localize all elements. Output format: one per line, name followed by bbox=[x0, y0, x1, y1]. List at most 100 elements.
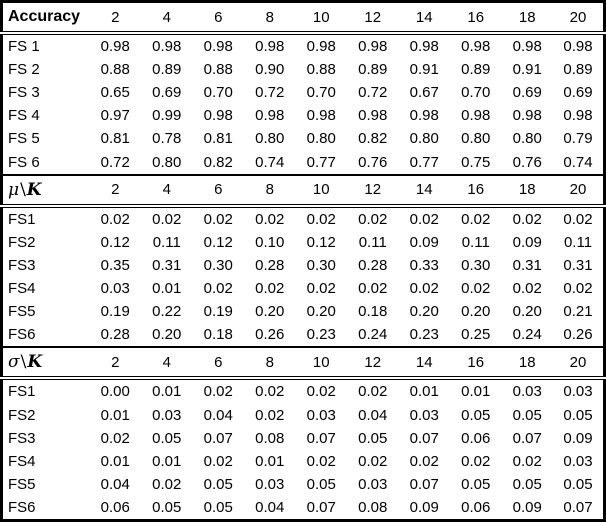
table-row: FS 5 0.81 0.78 0.81 0.80 0.80 0.82 0.80 0.80 0.80… bbox=[2, 127, 605, 150]
value-cell: 0.24 bbox=[512, 326, 542, 344]
row-label: FS4 bbox=[8, 452, 36, 470]
value-cell: 0.12 bbox=[203, 233, 233, 251]
column-header: 2 bbox=[89, 1, 141, 36]
value-cell: 0.22 bbox=[152, 303, 182, 321]
row-label: FS2 bbox=[8, 406, 36, 424]
value-cell: 0.30 bbox=[306, 256, 336, 274]
value-cell: 0.01 bbox=[409, 383, 439, 401]
value-cell: 0.98 bbox=[306, 107, 336, 125]
column-header: 20 bbox=[553, 1, 605, 36]
value-cell: 0.02 bbox=[512, 210, 542, 228]
value-cell: 0.01 bbox=[152, 383, 182, 401]
row-label: FS2 bbox=[8, 233, 36, 251]
value-cell: 0.01 bbox=[152, 280, 182, 298]
row-label: FS6 bbox=[8, 326, 36, 344]
column-header: 4 bbox=[141, 346, 193, 381]
table-row: FS3 0.02 0.05 0.07 0.08 0.07 0.05 0.07 0.06 0.07 0… bbox=[2, 427, 605, 450]
column-header: 6 bbox=[192, 346, 244, 381]
value-cell: 0.89 bbox=[358, 61, 388, 79]
value-cell: 0.11 bbox=[358, 233, 387, 251]
table-row: FS4 0.01 0.01 0.02 0.01 0.02 0.02 0.02 0.02 0.02 0… bbox=[2, 450, 605, 473]
value-cell: 0.80 bbox=[512, 130, 542, 148]
value-cell: 0.98 bbox=[409, 107, 439, 125]
value-cell: 0.28 bbox=[100, 326, 130, 344]
value-cell: 0.05 bbox=[461, 406, 491, 424]
value-cell: 0.09 bbox=[512, 233, 542, 251]
column-header: 10 bbox=[295, 173, 347, 208]
row-label: FS5 bbox=[8, 475, 36, 493]
value-cell: 0.18 bbox=[358, 303, 388, 321]
column-header: 18 bbox=[501, 1, 553, 36]
value-cell: 0.05 bbox=[306, 475, 336, 493]
table-section-2: σ\K 2 4 6 8 10 12 14 16 18 20 FS1 0.00 0.01 0.02 0.02 0.… bbox=[1, 346, 605, 521]
value-cell: 0.88 bbox=[306, 61, 336, 79]
value-cell: 0.02 bbox=[409, 210, 439, 228]
value-cell: 0.03 bbox=[152, 406, 182, 424]
section-header-row: Accuracy 2 4 6 8 10 12 14 16 18 20 bbox=[1, 1, 605, 36]
value-cell: 0.20 bbox=[306, 303, 336, 321]
value-cell: 0.02 bbox=[461, 452, 491, 470]
value-cell: 0.03 bbox=[306, 406, 336, 424]
math-symbol: σ bbox=[8, 352, 20, 373]
value-cell: 0.19 bbox=[203, 303, 233, 321]
value-cell: 0.02 bbox=[255, 280, 285, 298]
value-cell: 0.21 bbox=[563, 303, 593, 321]
value-cell: 0.02 bbox=[255, 383, 285, 401]
value-cell: 0.05 bbox=[152, 429, 182, 447]
value-cell: 0.02 bbox=[358, 210, 388, 228]
value-cell: 0.99 bbox=[152, 107, 182, 125]
value-cell: 0.02 bbox=[255, 406, 285, 424]
value-cell: 0.04 bbox=[100, 475, 130, 493]
value-cell: 0.08 bbox=[358, 498, 388, 516]
value-cell: 0.98 bbox=[461, 107, 491, 125]
math-separator: \ bbox=[20, 179, 26, 200]
value-cell: 0.09 bbox=[563, 429, 593, 447]
value-cell: 0.03 bbox=[563, 452, 593, 470]
value-cell: 0.06 bbox=[100, 498, 130, 516]
value-cell: 0.28 bbox=[358, 256, 388, 274]
section-header-row: σ\K 2 4 6 8 10 12 14 16 18 20 bbox=[1, 346, 605, 381]
value-cell: 0.02 bbox=[512, 452, 542, 470]
value-cell: 0.23 bbox=[306, 326, 336, 344]
column-header: 2 bbox=[89, 173, 141, 208]
table-section-0: Accuracy 2 4 6 8 10 12 14 16 18 20 FS 1 0.98 0.98 0.98… bbox=[1, 1, 605, 175]
value-cell: 0.02 bbox=[203, 452, 233, 470]
value-cell: 0.23 bbox=[409, 326, 439, 344]
value-cell: 0.07 bbox=[563, 498, 593, 516]
value-cell: 0.05 bbox=[461, 475, 491, 493]
value-cell: 0.04 bbox=[203, 406, 233, 424]
value-cell: 0.12 bbox=[100, 233, 130, 251]
row-label: FS1 bbox=[8, 210, 36, 228]
value-cell: 0.65 bbox=[100, 84, 130, 102]
value-cell: 0.02 bbox=[306, 383, 336, 401]
row-label: FS3 bbox=[8, 256, 36, 274]
table-row: FS2 0.01 0.03 0.04 0.02 0.03 0.04 0.03 0.05 0.05 0… bbox=[2, 404, 605, 427]
value-cell: 0.02 bbox=[306, 452, 336, 470]
value-cell: 0.08 bbox=[255, 429, 285, 447]
value-cell: 0.98 bbox=[100, 38, 130, 56]
column-header: 8 bbox=[244, 346, 296, 381]
value-cell: 0.03 bbox=[563, 383, 593, 401]
value-cell: 0.69 bbox=[563, 84, 593, 102]
value-cell: 0.02 bbox=[306, 210, 336, 228]
value-cell: 0.05 bbox=[203, 475, 233, 493]
row-label: FS4 bbox=[8, 280, 36, 298]
table-row: FS 4 0.97 0.99 0.98 0.98 0.98 0.98 0.98 0.98 0.98… bbox=[2, 104, 605, 127]
table-row: FS6 0.06 0.05 0.05 0.04 0.07 0.08 0.09 0.06 0.09 0… bbox=[2, 496, 605, 521]
value-cell: 0.07 bbox=[306, 429, 336, 447]
math-variable: K bbox=[26, 179, 42, 200]
value-cell: 0.89 bbox=[461, 61, 491, 79]
value-cell: 0.03 bbox=[100, 280, 130, 298]
value-cell: 0.02 bbox=[461, 210, 491, 228]
column-header: 18 bbox=[501, 346, 553, 381]
value-cell: 0.82 bbox=[203, 153, 233, 171]
row-label: FS5 bbox=[8, 303, 36, 321]
value-cell: 0.69 bbox=[152, 84, 182, 102]
value-cell: 0.05 bbox=[203, 498, 233, 516]
value-cell: 0.11 bbox=[461, 233, 490, 251]
value-cell: 0.77 bbox=[409, 153, 439, 171]
value-cell: 0.98 bbox=[563, 38, 593, 56]
value-cell: 0.02 bbox=[512, 280, 542, 298]
value-cell: 0.81 bbox=[203, 130, 233, 148]
